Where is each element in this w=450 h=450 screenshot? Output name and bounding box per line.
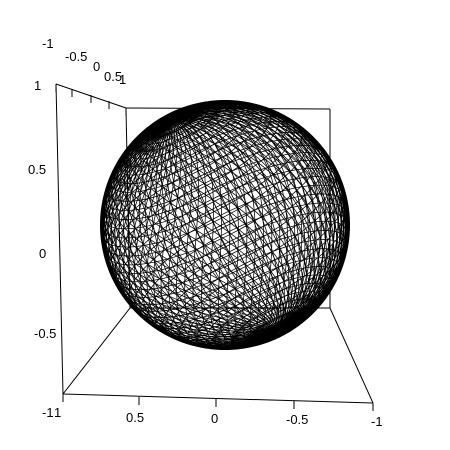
- left-axis-tick-label: 0: [39, 246, 46, 261]
- mesh-line: [180, 115, 281, 341]
- box-edge: [62, 393, 374, 404]
- top-axis-tick-label: -1: [42, 36, 54, 51]
- bottom-axis-tick-label: 1: [54, 405, 61, 420]
- mesh-line: [179, 118, 274, 344]
- top-axis-tick-label: 1: [119, 72, 126, 87]
- top-axis-tick-label: 0: [93, 59, 100, 74]
- left-axis-tick-label: -0.5: [34, 326, 56, 341]
- bottom-axis-tick-label: 0.5: [126, 410, 144, 425]
- box-edge: [62, 307, 131, 395]
- top-axis-tick-label: -0.5: [65, 49, 87, 64]
- mesh-line: [180, 109, 315, 335]
- mesh-line: [179, 104, 335, 331]
- mesh-line: [128, 124, 270, 341]
- sphere-outline: [99, 99, 350, 351]
- mesh-line: [146, 123, 270, 345]
- mesh-line: [133, 124, 270, 343]
- mesh-line: [179, 118, 273, 345]
- bottom-axis-tick-label: -0.5: [286, 412, 308, 427]
- mesh-line: [163, 117, 319, 325]
- mesh-line: [161, 118, 315, 325]
- mesh-line: [180, 114, 288, 339]
- top-axis-tick-label: 0.5: [104, 69, 122, 84]
- box-edge: [329, 307, 374, 404]
- left-axis-tick-label: 0.5: [28, 162, 46, 177]
- mesh-line: [102, 125, 275, 328]
- mesh-line: [180, 112, 296, 339]
- mesh-line: [180, 107, 326, 333]
- mesh-line: [180, 116, 275, 342]
- mesh-line: [102, 125, 273, 330]
- tick-labels: -1 -0.5 0 0.5 1 1 0.5 0 -0.5 -1 1 0.5 0 …: [28, 36, 383, 429]
- bottom-axis-tick-label: -1: [371, 414, 383, 429]
- mesh-line: [123, 124, 270, 339]
- mesh-line: [166, 115, 323, 326]
- bottom-axis-tick-label: 0: [211, 411, 218, 426]
- left-axis-tick-label: -1: [42, 405, 54, 420]
- mesh-line: [102, 125, 275, 329]
- mesh-line: [101, 125, 274, 329]
- mesh-line: [180, 108, 321, 334]
- mesh-line: [180, 117, 275, 343]
- mesh-line: [180, 105, 331, 332]
- box-edge: [55, 83, 64, 395]
- box-edge: [125, 107, 131, 309]
- sphere-mesh: [99, 99, 350, 351]
- mesh-line: [104, 124, 276, 328]
- mesh-line: [180, 111, 303, 337]
- mesh-line: [180, 110, 309, 336]
- left-axis-tick-label: 1: [34, 78, 41, 93]
